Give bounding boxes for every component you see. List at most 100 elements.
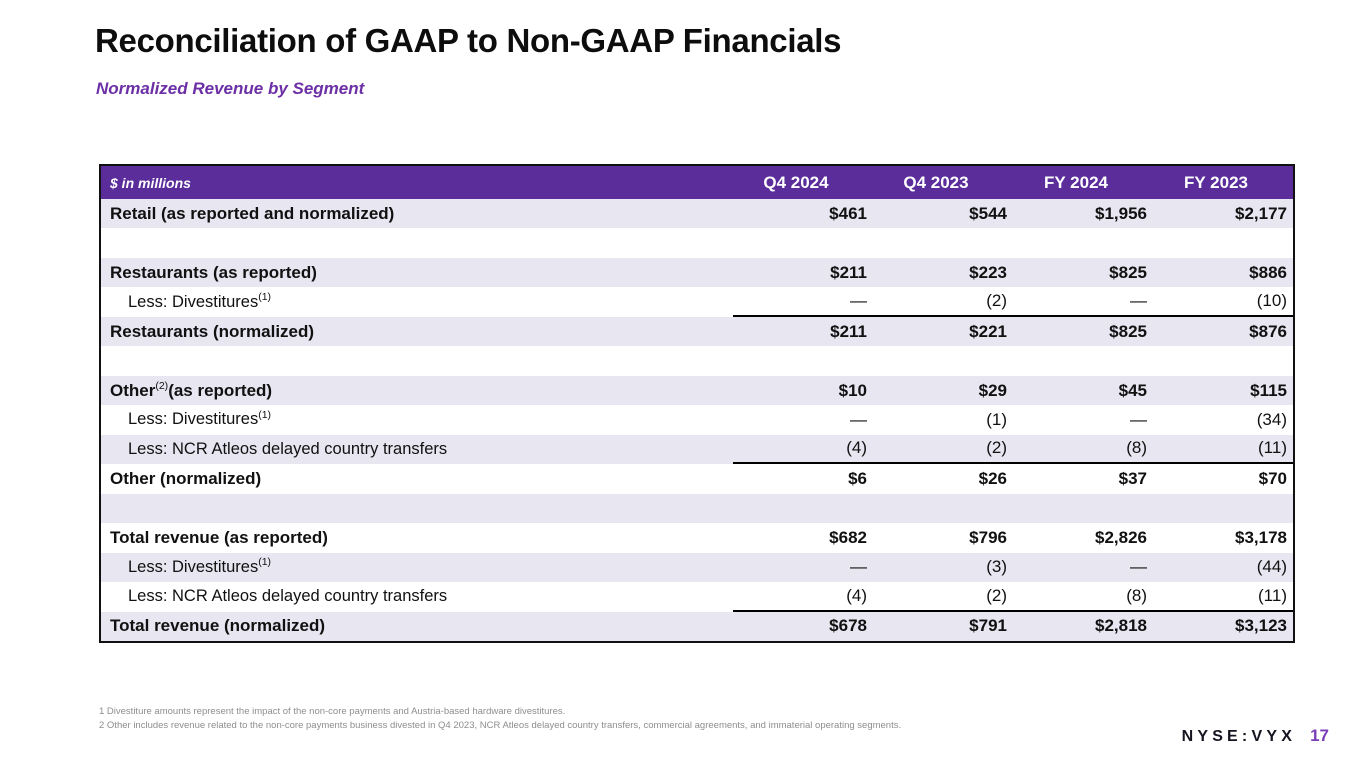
cell-value: $2,177: [1235, 203, 1287, 223]
cell-value: —: [850, 291, 867, 311]
row-values-with-subtotal-rule: — (2) — (10): [733, 287, 1293, 317]
cell-value: $682: [829, 527, 867, 547]
cell-value: $2,826: [1095, 527, 1147, 547]
table-row: Other (2) (as reported) $10 $29 $45 $115: [101, 375, 1293, 406]
cell-value: $10: [838, 380, 867, 400]
cell-value: $796: [969, 527, 1007, 547]
cell-value: $544: [969, 203, 1007, 223]
table-row: Less: Divestitures (1) — (1) — (34): [101, 405, 1293, 435]
table-row: Less: Divestitures (1) — (3) — (44): [101, 552, 1293, 583]
slide-footer: NYSE:VYX 17: [1182, 726, 1329, 746]
ticker-label: NYSE:VYX: [1181, 728, 1297, 745]
table-row: Other (normalized) $6 $26 $37 $70: [101, 464, 1293, 494]
table-row: Less: NCR Atleos delayed country transfe…: [101, 434, 1293, 465]
spacer-row: [101, 346, 1293, 376]
cell-value: $3,123: [1235, 616, 1287, 636]
cell-value: (34): [1256, 409, 1287, 429]
column-header-fy-2023: FY 2023: [1184, 172, 1248, 192]
table-row: Total revenue (as reported) $682 $796 $2,82…: [101, 523, 1293, 553]
row-label: Restaurants (normalized): [110, 321, 315, 341]
row-values: $678 $791 $2,818 $3,123: [733, 612, 1293, 641]
spacer-row: [101, 228, 1293, 258]
page-subtitle: Normalized Revenue by Segment: [96, 79, 365, 98]
page-title: Reconciliation of GAAP to Non-GAAP Finan…: [95, 22, 842, 59]
table-row: Total revenue (normalized) $678 $791 $2,818…: [101, 611, 1293, 641]
cell-value: $70: [1258, 468, 1287, 488]
cell-value: $886: [1249, 262, 1287, 282]
row-values: — (3) — (44): [733, 553, 1293, 582]
cell-value: $211: [830, 262, 867, 282]
cell-value: (11): [1258, 438, 1287, 458]
cell-value: $37: [1118, 468, 1147, 488]
cell-value: (4): [846, 585, 867, 605]
footnotes: 1 Divestiture amounts represent the impa…: [99, 705, 901, 733]
row-label: Other (normalized): [110, 468, 262, 488]
row-label: Less: Divestitures (1): [128, 556, 272, 576]
column-header-q4-2024: Q4 2024: [763, 172, 829, 192]
footnote-1: 1 Divestiture amounts represent the impa…: [99, 706, 566, 717]
cell-value: $221: [969, 321, 1007, 341]
table-row: Restaurants (as reported) $211 $223 $825 $88…: [101, 257, 1293, 288]
row-label: Less: NCR Atleos delayed country transfe…: [128, 587, 448, 606]
cell-value: $876: [1249, 321, 1287, 341]
spacer-row: [101, 493, 1293, 524]
cell-value: (10): [1256, 291, 1287, 311]
cell-value: —: [850, 557, 867, 577]
cell-value: $825: [1109, 262, 1147, 282]
cell-value: (1): [986, 409, 1007, 429]
cell-value: (2): [986, 438, 1007, 458]
cell-value: $1,956: [1095, 203, 1147, 223]
cell-value: $26: [978, 468, 1007, 488]
cell-value: (2): [986, 291, 1007, 311]
cell-value: (8): [1126, 585, 1147, 605]
cell-value: $2,818: [1095, 616, 1147, 636]
page-number: 17: [1310, 726, 1329, 745]
row-values: $211 $223 $825 $886: [733, 258, 1293, 287]
row-values: $6 $26 $37 $70: [733, 464, 1293, 493]
cell-value: (44): [1256, 557, 1287, 577]
row-values: $211 $221 $825 $876: [733, 317, 1293, 346]
row-values-with-subtotal-rule: (4) (2) (8) (11): [733, 435, 1293, 465]
cell-value: —: [850, 409, 867, 429]
table-row: Less: NCR Atleos delayed country transfe…: [101, 582, 1293, 612]
cell-value: (3): [986, 557, 1007, 577]
row-label: Other (2) (as reported): [110, 379, 273, 400]
cell-value: $115: [1250, 380, 1287, 400]
cell-value: $825: [1109, 321, 1147, 341]
cell-value: $461: [829, 203, 867, 223]
row-values-with-subtotal-rule: (4) (2) (8) (11): [733, 582, 1293, 612]
cell-value: —: [1130, 291, 1147, 311]
column-header-q4-2023: Q4 2023: [903, 172, 969, 192]
cell-value: (4): [846, 438, 867, 458]
cell-value: $3,178: [1235, 527, 1287, 547]
table-row: Restaurants (normalized) $211 $221 $825 $876: [101, 316, 1293, 347]
table-row: Less: Divestitures (1) — (2) — (10): [101, 287, 1293, 317]
row-values: — (1) — (34): [733, 405, 1293, 434]
column-header-fy-2024: FY 2024: [1044, 172, 1108, 192]
cell-value: (11): [1258, 585, 1287, 605]
cell-value: $791: [969, 616, 1007, 636]
table-row: Retail (as reported and normalized) $461 $…: [101, 199, 1293, 229]
row-label: Less: Divestitures (1): [128, 408, 272, 429]
cell-value: $678: [829, 616, 867, 636]
footnote-2: 2 Other includes revenue related to the …: [99, 720, 902, 731]
cell-value: —: [1130, 557, 1147, 577]
row-label: Restaurants (as reported): [110, 262, 317, 282]
cell-value: (2): [986, 585, 1007, 605]
cell-value: $45: [1118, 380, 1147, 400]
table-body: Retail (as reported and normalized) $461 $…: [101, 199, 1293, 641]
row-values: $10 $29 $45 $115: [733, 376, 1293, 405]
cell-value: $29: [978, 380, 1007, 400]
row-values: $461 $544 $1,956 $2,177: [733, 199, 1293, 228]
table-header-row: $ in millions Q4 2024 Q4 2023 FY 2024 FY…: [101, 166, 1293, 199]
unit-label: $ in millions: [110, 174, 191, 191]
row-label: Less: NCR Atleos delayed country transfe…: [128, 439, 448, 458]
reconciliation-table: $ in millions Q4 2024 Q4 2023 FY 2024 FY…: [99, 164, 1295, 643]
cell-value: $6: [848, 468, 867, 488]
cell-value: $211: [830, 321, 867, 341]
row-label: Total revenue (as reported): [110, 527, 328, 547]
cell-value: (8): [1126, 438, 1147, 458]
row-label: Less: Divestitures (1): [128, 291, 272, 311]
row-label: Retail (as reported and normalized): [110, 203, 395, 223]
row-values: $682 $796 $2,826 $3,178: [733, 523, 1293, 552]
